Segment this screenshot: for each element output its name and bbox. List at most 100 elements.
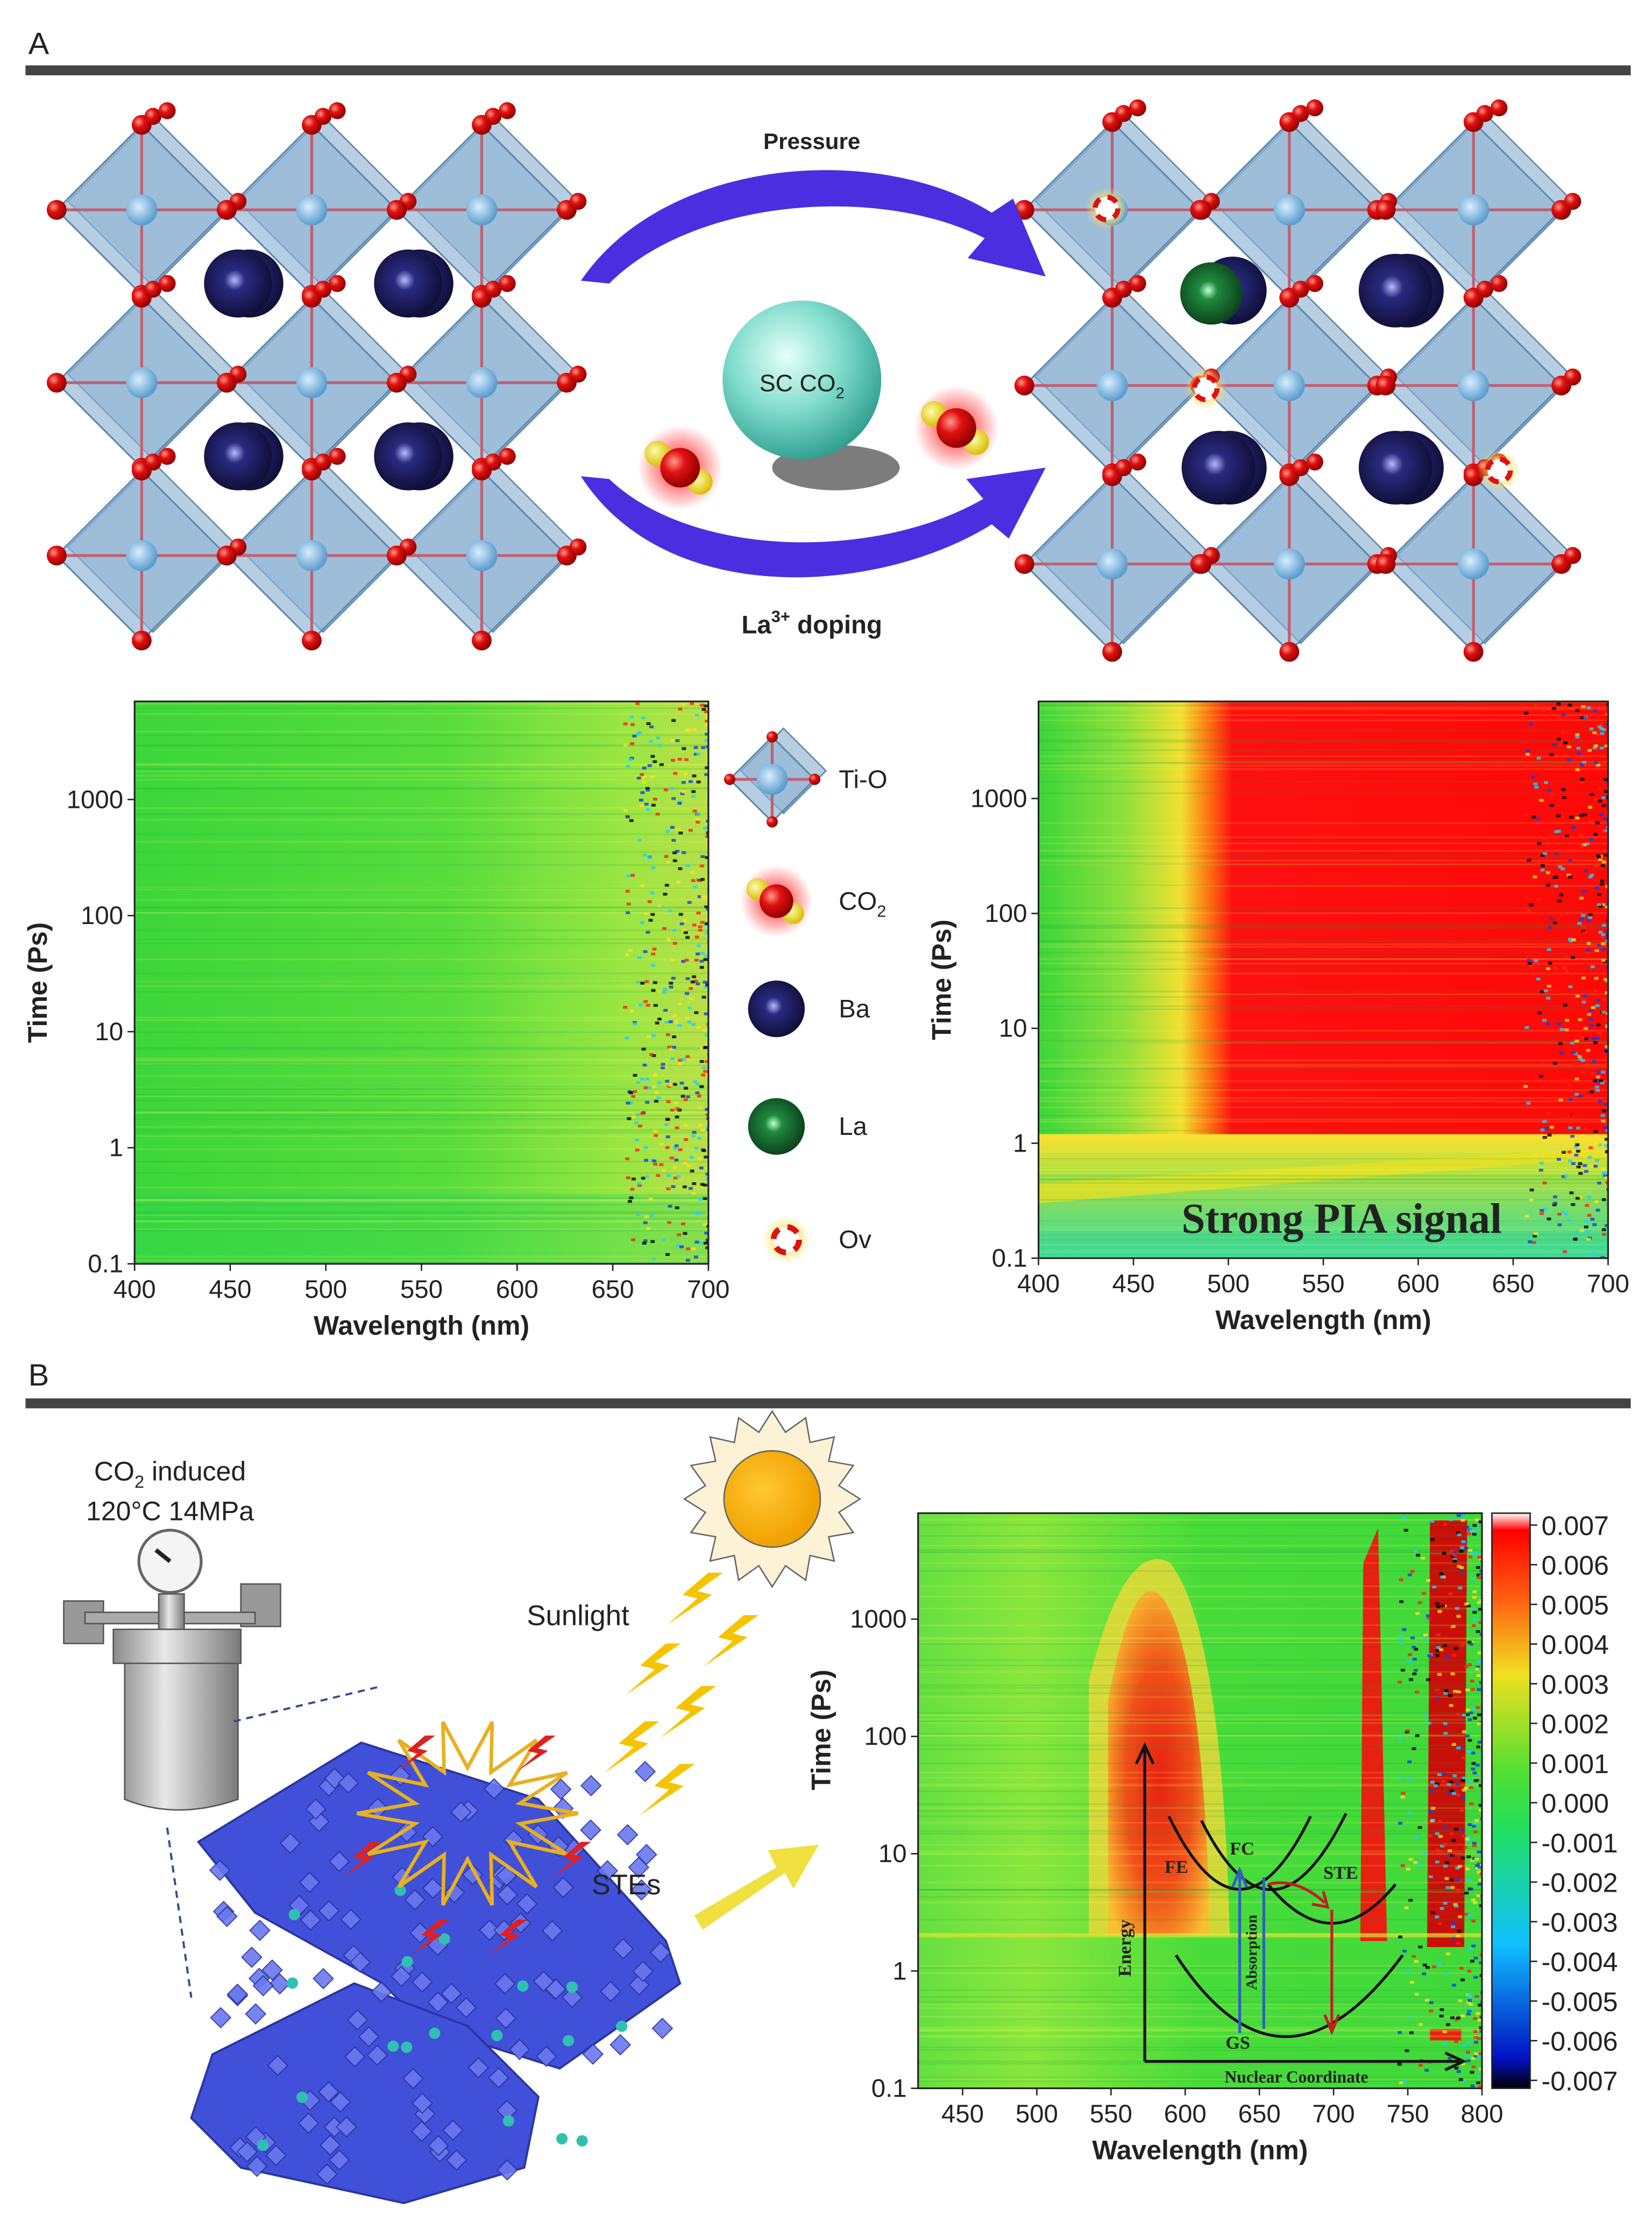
texture [1448,2057,1452,2060]
texture [1038,1100,1608,1103]
texture [1471,1688,1476,1691]
texture [694,1147,699,1150]
inset-label: STE [1323,1863,1358,1883]
texture [705,766,708,770]
texture [134,1129,708,1132]
texture [1459,1809,1464,1812]
texture [1038,1228,1608,1231]
text-part: Ov [839,1226,871,1254]
texture [918,1777,1482,1779]
texture [704,1072,708,1076]
texture [1398,1822,1403,1825]
texture [1452,1551,1457,1554]
y-tick-label: 100 [864,1722,907,1751]
texture [1606,1052,1608,1055]
crystal-facet [462,1864,484,1886]
texture [1568,859,1572,862]
inset-diagram [1135,1742,1467,2071]
texture [134,1048,708,1050]
texture [1579,1229,1584,1232]
texture [640,982,645,985]
o-atom [1014,554,1034,574]
texture [1458,1746,1463,1750]
sc-co2-sphere [722,300,882,459]
texture [1534,959,1538,962]
texture [1600,1081,1605,1084]
texture [705,720,708,723]
octahedron [225,115,409,296]
octahedron [1200,466,1389,654]
texture [1435,1688,1440,1692]
texture [705,718,708,721]
texture [1455,1607,1459,1610]
texture [692,774,697,778]
texture [1593,833,1598,836]
crystal-atom [401,1956,413,1968]
texture [672,1083,677,1086]
texture [1479,1558,1482,1561]
texture [1474,1864,1479,1867]
o-atom [484,453,502,471]
o-atom [144,108,162,125]
texture [637,731,642,734]
crystal-atom [438,1933,450,1945]
texture [651,964,656,967]
texture [1038,1156,1608,1159]
texture [656,736,660,740]
texture [1527,910,1532,913]
texture [1600,936,1605,939]
texture [1038,755,1608,757]
texture [1038,768,1608,770]
texture [684,958,689,962]
crystal-facet [391,1965,412,1987]
texture [1038,1130,1608,1132]
texture [704,954,708,958]
texture [1467,1970,1472,1973]
texture [1580,918,1584,921]
texture [1451,1925,1456,1928]
texture [1562,965,1566,968]
texture [688,829,693,832]
texture [1038,1199,1608,1201]
texture [1599,722,1604,726]
texture [134,734,708,736]
texture [1038,926,1608,928]
texture [640,921,644,925]
texture [669,1156,674,1160]
ti-atom [126,539,158,571]
o-atom [1129,453,1146,471]
texture [665,830,670,833]
texture [1401,1516,1406,1519]
texture [1431,1807,1435,1810]
texture [1470,1552,1475,1555]
texture [1590,873,1594,877]
colorbar-tick-label: -0.005 [1542,1987,1618,2017]
texture [705,1108,708,1111]
texture [1461,1540,1466,1544]
texture [134,1086,708,1089]
o-atom [1564,547,1582,564]
texture [1479,1904,1482,1907]
texture [1460,1779,1465,1782]
texture [918,2077,1482,2079]
sphere-label: SC CO2 [760,370,845,402]
texture [918,2030,1482,2032]
texture [918,1850,1482,1852]
texture [1402,1949,1407,1953]
texture [1038,1041,1608,1044]
o-atom [1292,280,1309,298]
texture [702,1066,707,1070]
y-tick-label: 100 [81,901,123,930]
texture [693,1255,698,1259]
texture [1437,1922,1442,1926]
texture [1578,1095,1583,1098]
texture [1407,1778,1411,1781]
y-axis-title: Time (Ps) [806,1670,836,1790]
texture [134,819,708,821]
texture [1584,1225,1589,1228]
crystal-facet [411,1971,433,1993]
texture [1546,1111,1551,1114]
texture [705,1113,708,1117]
texture [691,794,696,798]
texture [1456,2070,1461,2073]
